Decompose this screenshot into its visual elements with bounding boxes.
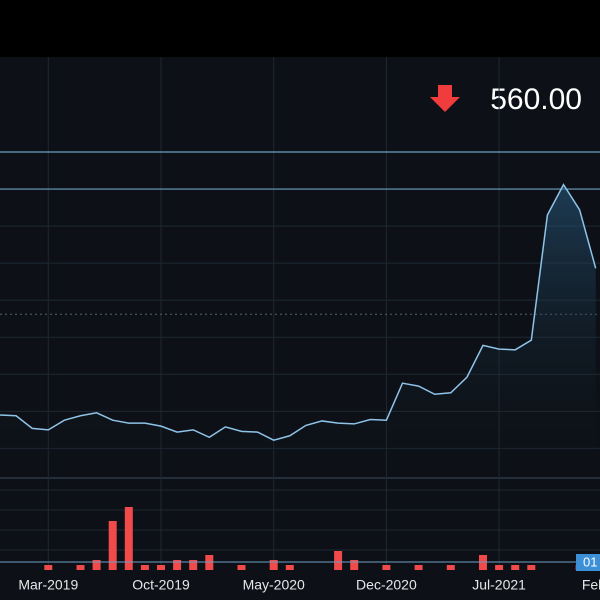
volume-bar [108, 521, 117, 570]
x-tick-label: Mar-2019 [18, 577, 78, 593]
x-tick-label: Dec-2020 [356, 577, 417, 593]
volume-bar [269, 560, 278, 570]
chart-background [0, 57, 600, 600]
status-bar [0, 0, 600, 57]
x-tick-label: May-2020 [243, 577, 305, 593]
x-tick-label: Feb-2022 [582, 577, 600, 593]
volume-bar [414, 565, 423, 570]
volume-bar [237, 565, 246, 570]
volume-bar [189, 560, 198, 570]
price-line [0, 183, 597, 442]
volume-bar [76, 565, 85, 570]
volume-bar [446, 565, 455, 570]
volume-bar [140, 565, 149, 570]
volume-bar [495, 565, 504, 570]
volume-bar [173, 560, 182, 570]
volume-bar [124, 507, 133, 570]
x-tick-label: Jul-2021 [472, 577, 526, 593]
volume-bar [511, 565, 520, 570]
volume-bar [285, 565, 294, 570]
volume-bar [92, 560, 101, 570]
price-label: 560.00 [490, 83, 582, 116]
axis-tag: 01 [583, 554, 597, 569]
price-area [0, 184, 596, 478]
volume-bar [350, 560, 359, 570]
volume-bar [382, 565, 391, 570]
volume-bar [334, 551, 343, 570]
axis-tag-box [576, 554, 600, 571]
volume-bar [527, 565, 536, 570]
x-tick-label: Oct-2019 [132, 577, 190, 593]
volume-bar [44, 565, 53, 570]
down-arrow [430, 85, 460, 112]
volume-bar [157, 565, 165, 570]
